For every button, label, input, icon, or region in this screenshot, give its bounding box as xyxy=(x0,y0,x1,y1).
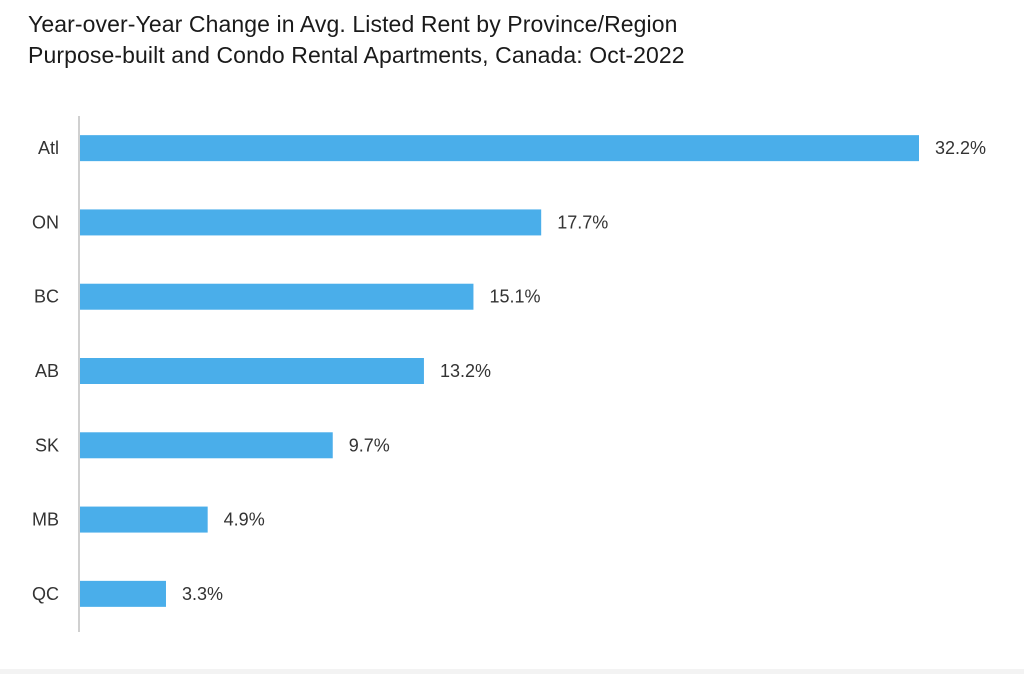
data-labels-group: 32.2% 17.7% 15.1% 13.2% 9.7% 4.9% 3.3% xyxy=(182,138,986,604)
data-label-ab: 13.2% xyxy=(440,361,491,381)
bar-on xyxy=(80,209,542,236)
category-label-atl: Atl xyxy=(38,138,59,158)
chart-title-block: Year-over-Year Change in Avg. Listed Ren… xyxy=(28,9,685,71)
category-label-on: ON xyxy=(32,212,59,232)
chart-title: Year-over-Year Change in Avg. Listed Ren… xyxy=(28,11,678,37)
bar-sk xyxy=(80,432,333,459)
bar-qc xyxy=(80,580,166,607)
category-label-bc: BC xyxy=(34,287,59,307)
data-label-mb: 4.9% xyxy=(224,510,265,530)
data-label-bc: 15.1% xyxy=(489,287,540,307)
bar-mb xyxy=(80,506,208,533)
category-label-ab: AB xyxy=(35,361,59,381)
bar-bc xyxy=(80,283,474,310)
bar-ab xyxy=(80,358,424,384)
category-labels-group: Atl ON BC AB SK MB QC xyxy=(32,138,59,604)
bottom-divider xyxy=(0,669,1024,674)
chart-subtitle: Purpose-built and Condo Rental Apartment… xyxy=(28,42,685,68)
data-label-on: 17.7% xyxy=(557,212,608,232)
category-label-sk: SK xyxy=(35,435,59,455)
bar-atl xyxy=(80,135,919,162)
data-label-sk: 9.7% xyxy=(349,435,390,455)
bars-group xyxy=(80,135,919,607)
data-label-qc: 3.3% xyxy=(182,584,223,604)
category-label-qc: QC xyxy=(32,584,59,604)
category-label-mb: MB xyxy=(32,510,59,530)
data-label-atl: 32.2% xyxy=(935,138,986,158)
